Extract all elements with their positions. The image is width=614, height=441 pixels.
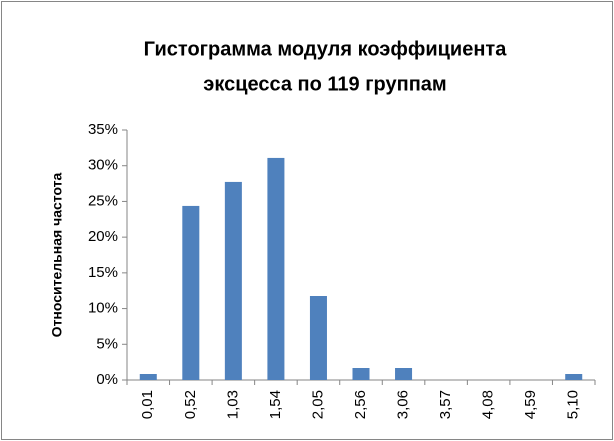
y-tick-label: 20%	[88, 228, 118, 245]
y-tick-label: 15%	[88, 264, 118, 281]
x-tick-label: 5,10	[565, 390, 582, 419]
bar	[267, 157, 285, 380]
y-tick-label: 30%	[88, 157, 118, 174]
bar	[182, 205, 200, 380]
bar	[309, 296, 327, 380]
x-tick-label: 1,03	[224, 390, 241, 419]
bar	[352, 368, 370, 380]
x-tick-label: 0,01	[139, 390, 156, 419]
y-tick-label: 35%	[88, 121, 118, 138]
chart-title: Гистограмма модуля коэффициента	[144, 38, 508, 60]
bar	[395, 368, 413, 380]
x-tick-label: 2,05	[309, 390, 326, 419]
bar	[224, 181, 242, 380]
y-axis-title: Относительная частота	[49, 172, 65, 337]
y-tick-label: 10%	[88, 300, 118, 317]
y-tick-label: 5%	[96, 335, 118, 352]
x-tick-label: 4,59	[522, 390, 539, 419]
y-tick-label: 25%	[88, 192, 118, 209]
bar	[139, 374, 157, 380]
x-tick-label: 1,54	[267, 390, 284, 419]
x-tick-label: 3,06	[395, 390, 412, 419]
x-tick-label: 4,08	[480, 390, 497, 419]
y-tick-label: 0%	[96, 371, 118, 388]
bar	[565, 374, 583, 380]
x-tick-label: 3,57	[437, 390, 454, 419]
x-tick-label: 0,52	[182, 390, 199, 419]
x-tick-label: 2,56	[352, 390, 369, 419]
chart-title: эксцесса по 119 группам	[203, 73, 446, 95]
